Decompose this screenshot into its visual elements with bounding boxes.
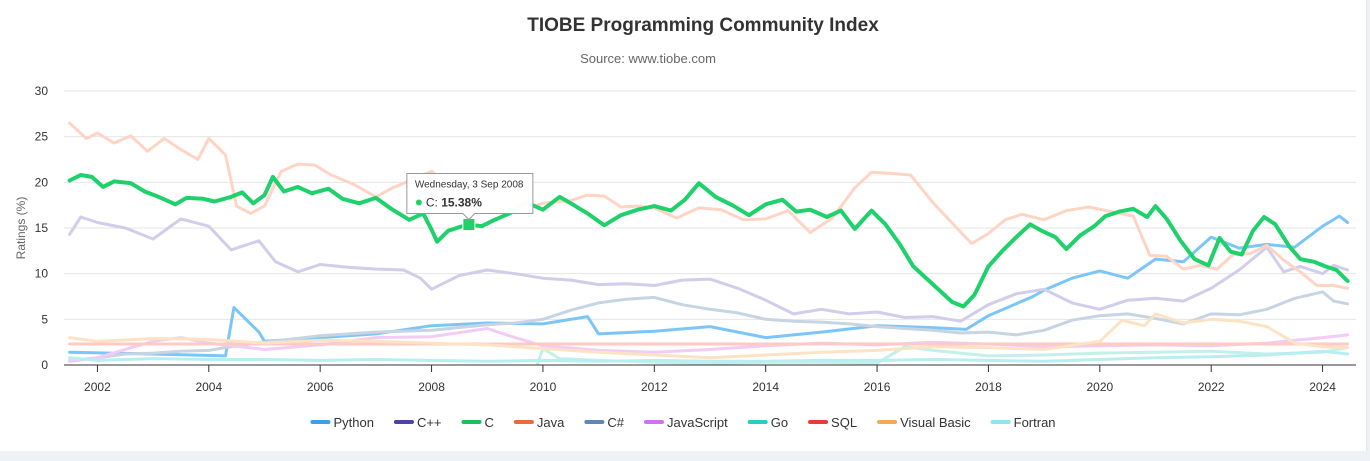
x-tick-label: 2018 — [975, 380, 1002, 394]
y-tick-label: 25 — [35, 130, 49, 144]
series-line-fortran[interactable] — [68, 349, 1350, 363]
legend-label: Visual Basic — [900, 415, 971, 430]
tooltip: Wednesday, 3 Sep 2008 C: 15.38% — [406, 173, 534, 232]
tooltip-date: Wednesday, 3 Sep 2008 — [415, 180, 524, 191]
legend-item-fortran[interactable]: Fortran — [990, 415, 1056, 430]
chart-title: TIOBE Programming Community Index — [527, 15, 879, 36]
x-tick-label: 2024 — [1309, 380, 1336, 394]
y-tick-label: 15 — [35, 221, 49, 235]
legend-item-cplusplus[interactable]: C++ — [393, 415, 442, 430]
y-tick-label: 20 — [35, 175, 49, 189]
series-line-python[interactable] — [68, 214, 1350, 358]
tooltip-series-dot — [415, 199, 422, 206]
legend-label: C++ — [417, 415, 442, 430]
y-tick-label: 5 — [41, 312, 48, 326]
y-tick-label: 10 — [35, 267, 49, 281]
legend-item-csharp[interactable]: C# — [584, 415, 625, 430]
x-tick-label: 2010 — [530, 380, 557, 394]
x-axis: 2002 2004 2006 2008 2010 2012 2014 2016 2018 2020… — [64, 364, 1356, 394]
legend-item-python[interactable]: Python — [310, 415, 374, 430]
legend-item-c[interactable]: C — [461, 415, 494, 430]
legend-label: JavaScript — [667, 415, 728, 430]
x-tick-label: 2022 — [1198, 380, 1225, 394]
series-line-visual-basic[interactable] — [68, 312, 1350, 360]
tooltip-value: 15.38% — [441, 196, 482, 210]
x-tick-label: 2008 — [418, 380, 445, 394]
x-tick-label: 2020 — [1086, 380, 1113, 394]
legend-item-javascript[interactable]: JavaScript — [644, 415, 728, 430]
legend-label: Python — [333, 415, 373, 430]
chart-container — [0, 0, 1367, 451]
legend-items: Python C++ C Java C# JavaScript Go SQL Visual Ba… — [310, 415, 1056, 430]
gridlines — [64, 90, 1356, 366]
x-tick-label: 2012 — [641, 380, 668, 394]
y-tick-label: 0 — [41, 358, 48, 372]
legend-item-visual-basic[interactable]: Visual Basic — [877, 415, 971, 430]
legend-label: SQL — [831, 415, 857, 430]
tooltip-box — [406, 173, 534, 221]
legend-label: C# — [607, 415, 624, 430]
y-tick-label: 30 — [35, 84, 49, 98]
x-tick-label: 2014 — [752, 380, 779, 394]
legend: Python C++ C Java C# JavaScript Go SQL Visual Ba… — [310, 415, 1056, 430]
legend-label: C — [485, 415, 494, 430]
legend-item-sql[interactable]: SQL — [808, 415, 857, 430]
tooltip-text: C: 15.38% — [426, 196, 482, 210]
legend-item-go[interactable]: Go — [747, 415, 788, 430]
legend-label: Go — [771, 415, 788, 430]
series-line-c[interactable] — [67, 173, 1350, 309]
tooltip-series-name: C: — [426, 196, 441, 210]
hover-marker[interactable] — [462, 218, 476, 232]
x-tick-label: 2002 — [84, 380, 111, 394]
chart-subtitle: Source: www.tiobe.com — [580, 51, 716, 66]
x-tick-label: 2006 — [307, 380, 334, 394]
y-axis-title: Ratings (%) — [14, 197, 28, 260]
x-tick-label: 2004 — [195, 380, 222, 394]
y-axis-ticks: 0 5 10 15 20 25 30 — [35, 84, 49, 372]
series-line-java[interactable] — [68, 121, 1350, 290]
x-tick-label: 2016 — [864, 380, 891, 394]
series-line-cplusplus[interactable] — [68, 215, 1350, 323]
legend-item-java[interactable]: Java — [513, 415, 565, 430]
legend-label: Fortran — [1014, 415, 1056, 430]
series-lines — [67, 121, 1350, 366]
legend-label: Java — [537, 415, 565, 430]
